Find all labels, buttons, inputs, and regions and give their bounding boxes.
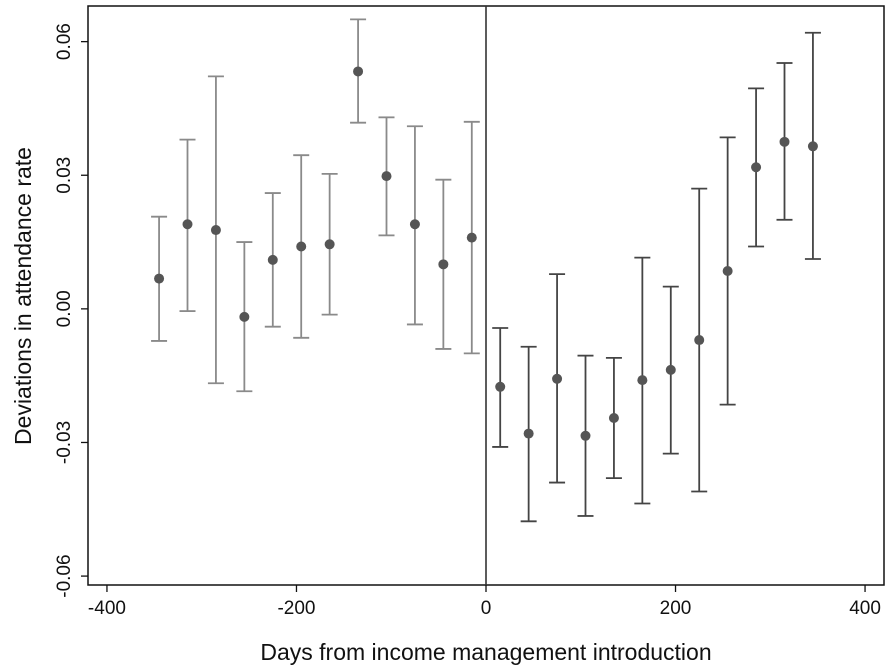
x-tick-label: -200 — [277, 598, 315, 619]
data-point — [409, 219, 420, 230]
x-axis: -400 -200 0 200 400 — [88, 6, 881, 619]
data-point — [296, 241, 307, 252]
series-layer — [151, 18, 821, 523]
data-point — [239, 311, 250, 322]
data-point — [267, 254, 278, 265]
y-tick-label: -0.03 — [54, 421, 75, 464]
data-point — [637, 375, 648, 386]
x-tick-label: -400 — [88, 598, 126, 619]
series-post — [492, 31, 821, 523]
data-point — [580, 430, 591, 441]
data-point — [665, 364, 676, 375]
data-point — [381, 171, 392, 182]
data-point — [210, 225, 221, 236]
data-point — [353, 66, 364, 77]
y-tick-label: 0.06 — [54, 23, 75, 60]
x-tick-label: 200 — [660, 598, 692, 619]
data-point — [523, 428, 534, 439]
data-point — [694, 335, 705, 346]
x-tick-label: 0 — [481, 598, 492, 619]
data-point — [751, 162, 762, 173]
data-point — [807, 141, 818, 152]
series-pre — [151, 18, 480, 393]
x-axis-title: Days from income management introduction — [260, 639, 711, 665]
data-point — [324, 239, 335, 250]
data-point — [438, 259, 449, 270]
y-tick-label: -0.06 — [54, 554, 75, 597]
data-point — [608, 412, 619, 423]
data-point — [182, 219, 193, 230]
data-point — [495, 381, 506, 392]
data-point — [154, 273, 165, 284]
data-point — [722, 266, 733, 277]
data-point — [466, 232, 477, 243]
data-point — [552, 373, 563, 384]
data-point — [779, 136, 790, 147]
y-axis: -0.06 -0.03 0.00 0.03 0.06 — [54, 23, 88, 598]
y-tick-label: 0.00 — [54, 290, 75, 327]
y-axis-title: Deviations in attendance rate — [10, 147, 36, 445]
x-tick-label: 400 — [849, 598, 881, 619]
y-tick-label: 0.03 — [54, 157, 75, 194]
